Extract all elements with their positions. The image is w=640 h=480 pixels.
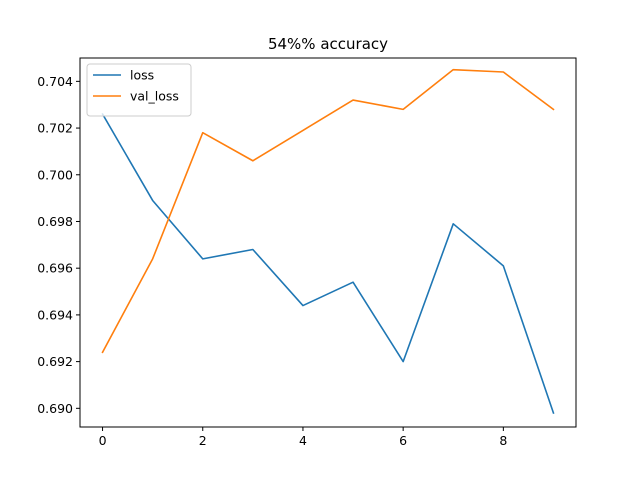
- y-tick-label: 0.690: [37, 401, 73, 416]
- y-tick-label: 0.700: [37, 167, 73, 182]
- axes-layer: 0 2 4 6 8 0.690 0.692 0.694 0.696 0.698 0.700 0.702…: [37, 57, 577, 448]
- legend-label-loss: loss: [130, 68, 154, 83]
- x-tick-label: 6: [399, 433, 407, 448]
- y-tick-label: 0.702: [37, 121, 73, 136]
- legend-label-val-loss: val_loss: [130, 89, 179, 104]
- y-tick-label: 0.696: [37, 261, 73, 276]
- x-tick-label: 0: [99, 433, 107, 448]
- series-layer: [101, 68, 555, 415]
- y-tick-label: 0.692: [37, 354, 73, 369]
- y-tick-label: 0.704: [37, 74, 73, 89]
- legend: loss val_loss: [86, 63, 192, 117]
- y-tick-label: 0.698: [37, 214, 73, 229]
- y-tick-label: 0.694: [37, 307, 73, 322]
- legend-box: [86, 63, 192, 117]
- series-line-val-loss: [101, 68, 555, 354]
- chart-title: 54%% accuracy: [268, 35, 388, 53]
- x-tick-label: 8: [499, 433, 507, 448]
- x-tick-label: 2: [199, 433, 207, 448]
- x-tick-label: 4: [299, 433, 307, 448]
- axes-frame: [79, 57, 577, 428]
- series-line-loss: [101, 112, 555, 415]
